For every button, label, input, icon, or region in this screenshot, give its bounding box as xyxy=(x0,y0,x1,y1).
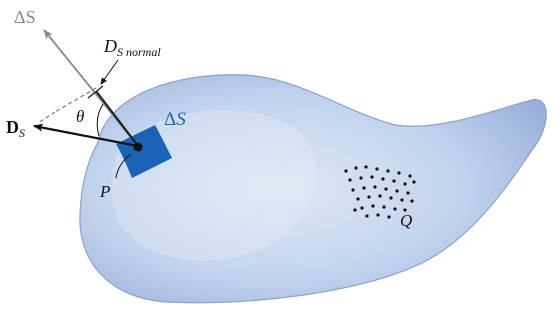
charge-dot xyxy=(354,166,358,170)
label-delta-s-patch: ΔS xyxy=(164,109,186,130)
charge-dot xyxy=(365,214,369,218)
charge-dot xyxy=(353,208,357,212)
charge-dot xyxy=(378,194,382,198)
projection-dashed-line-left xyxy=(37,111,56,124)
label-d-s-normal: DS normal xyxy=(103,36,161,59)
d-s-vector-arrow xyxy=(33,123,139,148)
charge-dot xyxy=(389,196,393,200)
charge-dot xyxy=(386,169,390,173)
charge-dot xyxy=(397,171,401,175)
charge-dot xyxy=(362,186,366,190)
charge-dot xyxy=(359,176,363,180)
charge-dot xyxy=(376,213,380,217)
d-s-normal-tick xyxy=(87,85,104,99)
delta-s-patch xyxy=(116,125,172,178)
label-point-p: P xyxy=(99,182,110,201)
charge-dot xyxy=(412,180,416,184)
charge-dot xyxy=(387,215,391,219)
label-delta-s-patch-s: S xyxy=(176,109,186,130)
charge-dot xyxy=(410,199,414,203)
theta-angle-arc xyxy=(96,103,104,137)
charge-dot xyxy=(406,191,410,195)
label-d-s-sub: S xyxy=(19,126,25,140)
charge-dot xyxy=(344,169,348,173)
projection-dashed-line-top xyxy=(54,87,97,113)
label-d-s-normal-sub: S normal xyxy=(117,45,161,59)
d-s-normal-segment xyxy=(95,90,139,147)
charge-dot xyxy=(373,185,377,189)
charge-dot xyxy=(364,165,368,169)
charge-dot xyxy=(356,197,360,201)
charge-dot xyxy=(400,198,404,202)
point-p-dot xyxy=(133,142,143,152)
charge-dot xyxy=(384,187,388,191)
label-point-q: Q xyxy=(400,211,412,230)
charge-dot xyxy=(395,189,399,193)
charge-dot xyxy=(367,195,371,199)
charge-dot xyxy=(351,188,355,192)
charge-dot xyxy=(408,174,412,178)
point-p-leader-line xyxy=(115,153,132,179)
charge-dot xyxy=(371,204,375,208)
label-delta-s-vector: ΔS xyxy=(14,7,36,27)
label-d-s: DS xyxy=(6,117,25,140)
charge-dot xyxy=(403,208,407,212)
label-theta: θ xyxy=(76,107,84,126)
closed-surface xyxy=(79,74,547,304)
charge-dot xyxy=(403,182,407,186)
charge-dot xyxy=(370,175,374,179)
charge-dot xyxy=(375,167,379,171)
d-s-normal-leader-line xyxy=(100,59,119,85)
charge-cluster-q xyxy=(344,165,416,219)
charge-dot xyxy=(382,205,386,209)
charge-dot xyxy=(348,178,352,182)
charge-dot xyxy=(360,206,364,210)
charge-dot xyxy=(393,207,397,211)
charge-dot xyxy=(381,177,385,181)
charge-dot xyxy=(392,179,396,183)
